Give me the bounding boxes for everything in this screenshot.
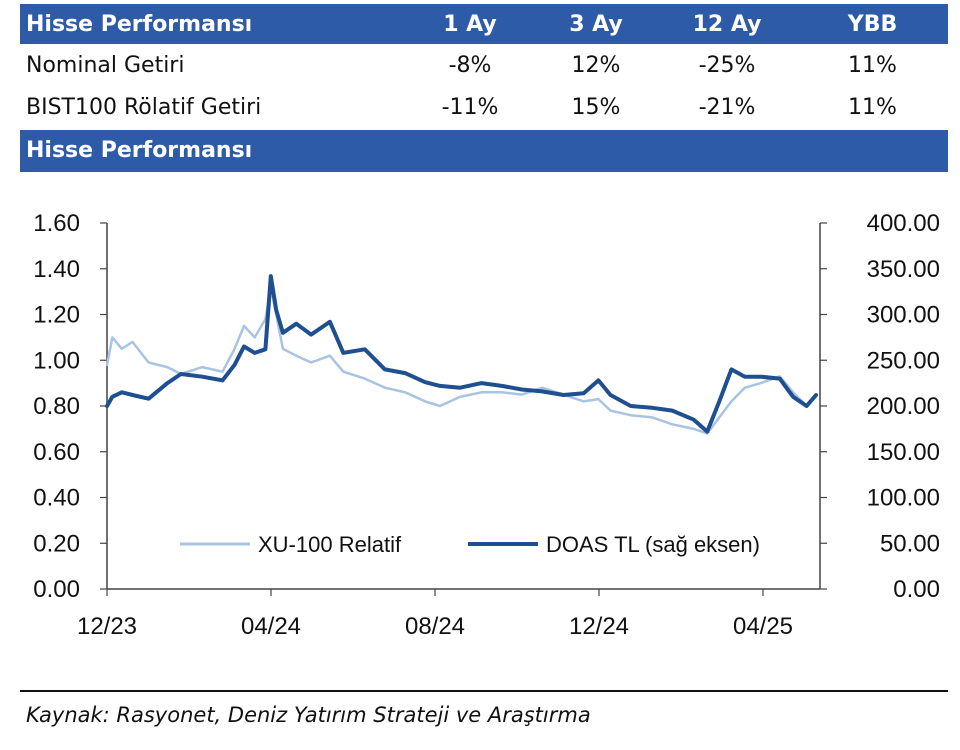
right-tick-label: 250.00	[867, 347, 940, 374]
col-header-1-month: 1 Ay	[405, 4, 535, 44]
x-tick-label: 08/24	[405, 613, 465, 640]
right-tick-label: 150.00	[867, 439, 940, 466]
table-row: Nominal Getiri -8% 12% -25% 11%	[20, 44, 948, 86]
right-tick-label: 0.00	[893, 576, 940, 603]
cell-value: 15%	[571, 94, 621, 120]
left-tick-label: 1.60	[33, 210, 80, 237]
left-tick-label: 0.20	[33, 530, 80, 557]
series-line-doas	[105, 274, 818, 434]
right-tick-label: 200.00	[867, 393, 940, 420]
x-tick-label: 04/24	[241, 613, 301, 640]
left-tick-label: 1.20	[33, 302, 80, 329]
cell-value: -11%	[441, 94, 499, 120]
table-row: BIST100 Rölatif Getiri -11% 15% -21% 11%	[20, 86, 948, 128]
legend-label: XU-100 Relatif	[258, 532, 402, 557]
x-tick-label: 12/23	[77, 613, 137, 640]
stock-performance-chart: 0.00 0.20 0.40 0.60 0.80 1.00 1.20 1.40 1.60 0.00…	[33, 210, 940, 640]
left-tick-label: 1.00	[33, 347, 80, 374]
performance-table: Hisse Performansı 1 Ay 3 Ay 12 Ay YBB No…	[20, 4, 948, 128]
x-tick-label: 04/25	[733, 613, 793, 640]
table-title: Hisse Performansı	[20, 4, 405, 44]
right-tick-label: 100.00	[867, 485, 940, 512]
divider	[20, 690, 948, 692]
right-tick-label: 400.00	[867, 210, 940, 237]
col-header-ytd: YBB	[797, 4, 948, 44]
col-header-3-month: 3 Ay	[535, 4, 657, 44]
cell-value: -8%	[448, 52, 492, 78]
x-tick-label: 12/24	[569, 613, 629, 640]
table-header-row: Hisse Performansı 1 Ay 3 Ay 12 Ay YBB	[20, 4, 948, 44]
series-line-xu100-relative	[105, 285, 818, 435]
cell-value: -21%	[698, 94, 756, 120]
right-tick-label: 350.00	[867, 256, 940, 283]
source-note: Kaynak: Rasyonet, Deniz Yatırım Strateji…	[26, 703, 591, 727]
right-tick-label: 50.00	[880, 530, 940, 557]
col-header-12-month: 12 Ay	[657, 4, 797, 44]
left-tick-label: 0.00	[33, 576, 80, 603]
left-tick-label: 1.40	[33, 256, 80, 283]
legend-label: DOAS TL (sağ eksen)	[546, 532, 760, 557]
left-tick-label: 0.80	[33, 393, 80, 420]
right-tick-label: 300.00	[867, 302, 940, 329]
cell-value: 11%	[848, 94, 897, 120]
left-tick-label: 0.40	[33, 485, 80, 512]
cell-value: 11%	[848, 52, 897, 78]
chart-section-title: Hisse Performansı	[20, 130, 948, 172]
cell-value: -25%	[698, 52, 756, 78]
cell-value: 12%	[571, 52, 621, 78]
row-label: Nominal Getiri	[26, 52, 185, 78]
left-tick-label: 0.60	[33, 439, 80, 466]
row-label: BIST100 Rölatif Getiri	[26, 94, 262, 120]
